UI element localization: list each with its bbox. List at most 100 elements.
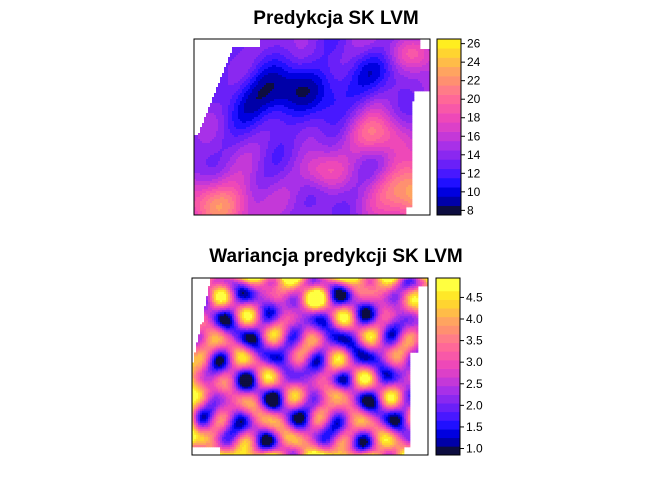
raster-cell [360, 113, 363, 116]
raster-cell [236, 101, 239, 104]
raster-cell [360, 97, 363, 100]
raster-cell [368, 39, 371, 42]
raster-cell [382, 107, 385, 110]
raster-cell [318, 55, 321, 58]
raster-cell [218, 113, 221, 116]
raster-cell [328, 85, 331, 88]
raster-cell [350, 89, 353, 92]
raster-cell [310, 121, 313, 124]
raster-cell [378, 55, 381, 58]
raster-cell [336, 65, 339, 68]
raster-cell [388, 101, 391, 104]
raster-cell [358, 53, 361, 56]
raster-cell [270, 107, 273, 110]
raster-cell [322, 87, 325, 90]
raster-cell [222, 97, 225, 100]
raster-cell [290, 47, 293, 50]
raster-cell [276, 97, 279, 100]
raster-cell [392, 135, 395, 138]
raster-cell [360, 101, 363, 104]
raster-cell [306, 99, 309, 102]
raster-cell [392, 47, 395, 50]
raster-cell [344, 121, 347, 124]
raster-cell [314, 105, 317, 108]
raster-cell [306, 79, 309, 82]
raster-cell [334, 91, 337, 94]
raster-cell [342, 135, 345, 138]
raster-cell [290, 45, 293, 48]
raster-cell [406, 103, 409, 106]
raster-cell [394, 47, 397, 50]
raster-cell [338, 111, 341, 114]
raster-cell [246, 131, 249, 134]
raster-cell [378, 115, 381, 118]
raster-cell [404, 91, 407, 94]
raster-cell [322, 99, 325, 102]
raster-cell [276, 49, 279, 52]
raster-cell [336, 57, 339, 60]
raster-cell [366, 51, 369, 54]
raster-cell [218, 125, 221, 128]
raster-cell [234, 57, 237, 60]
raster-cell [268, 91, 271, 94]
raster-cell [392, 73, 395, 76]
raster-cell [218, 137, 221, 140]
raster-cell [320, 85, 323, 88]
raster-cell [388, 119, 391, 122]
raster-cell [420, 61, 423, 64]
raster-cell [344, 93, 347, 96]
raster-cell [266, 87, 269, 90]
raster-cell [356, 127, 359, 130]
raster-cell [218, 91, 221, 94]
raster-cell [414, 39, 417, 42]
raster-cell [274, 111, 277, 114]
raster-cell [316, 43, 319, 46]
raster-cell [292, 91, 295, 94]
raster-cell [286, 53, 289, 56]
raster-cell [238, 81, 241, 84]
raster-cell [312, 129, 315, 132]
raster-cell [340, 53, 343, 56]
raster-cell [416, 79, 419, 82]
raster-cell [336, 49, 339, 52]
raster-cell [380, 87, 383, 90]
raster-cell [332, 127, 335, 130]
raster-cell [424, 77, 427, 80]
raster-cell [246, 85, 249, 88]
raster-cell [258, 49, 261, 52]
raster-cell [330, 39, 333, 42]
raster-cell [286, 57, 289, 60]
raster-cell [406, 125, 409, 128]
raster-cell [392, 75, 395, 78]
raster-cell [308, 131, 311, 134]
raster-cell [334, 53, 337, 56]
raster-cell [390, 47, 393, 50]
raster-cell [404, 61, 407, 64]
raster-cell [400, 109, 403, 112]
raster-cell [236, 71, 239, 74]
raster-cell [256, 101, 259, 104]
raster-cell [322, 121, 325, 124]
raster-cell [408, 133, 411, 136]
raster-cell [342, 75, 345, 78]
raster-cell [298, 123, 301, 126]
raster-cell [408, 47, 411, 50]
raster-cell [396, 107, 399, 110]
raster-cell [288, 79, 291, 82]
raster-cell [370, 103, 373, 106]
raster-cell [272, 99, 275, 102]
raster-cell [320, 97, 323, 100]
raster-cell [360, 39, 363, 42]
raster-cell [332, 105, 335, 108]
raster-cell [350, 51, 353, 54]
raster-cell [240, 129, 243, 132]
raster-cell [354, 105, 357, 108]
raster-cell [228, 85, 231, 88]
raster-cell [396, 63, 399, 66]
raster-cell [258, 137, 261, 140]
raster-cell [374, 87, 377, 90]
raster-cell [370, 79, 373, 82]
raster-cell [334, 43, 337, 46]
raster-cell [400, 91, 403, 94]
raster-cell [334, 95, 337, 98]
